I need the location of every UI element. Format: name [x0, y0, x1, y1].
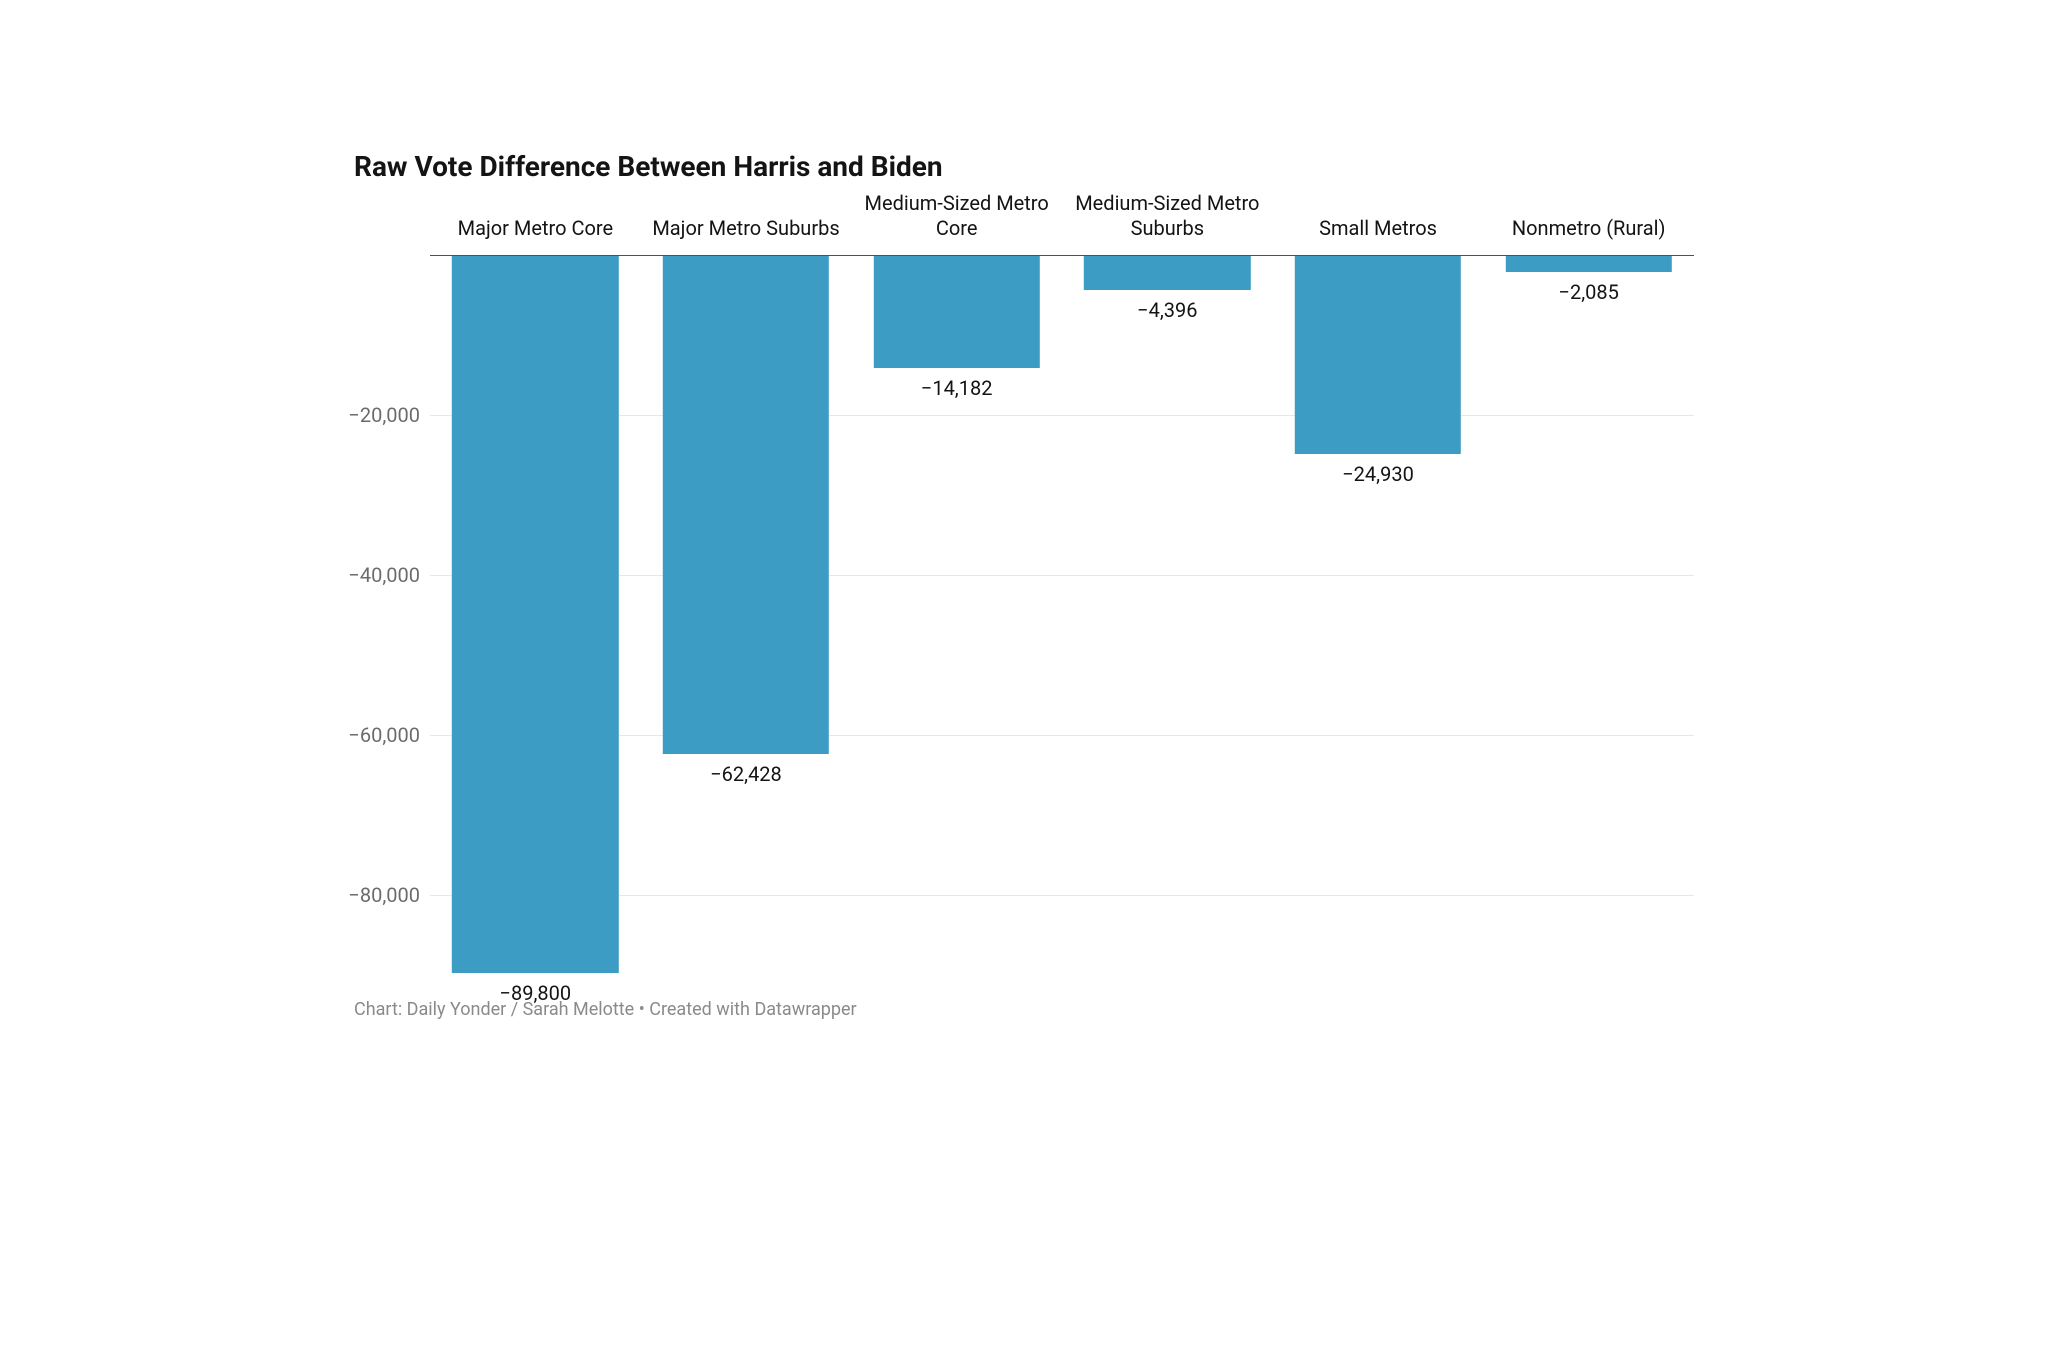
baseline-zero: [430, 255, 1694, 256]
category-label: Medium-Sized Metro Suburbs: [1062, 191, 1273, 255]
category-label: Major Metro Suburbs: [641, 216, 852, 255]
bar-column: Major Metro Core−89,800: [430, 255, 641, 975]
bar: [663, 255, 829, 754]
y-tick-label: −60,000: [348, 723, 420, 747]
value-label: −14,182: [851, 376, 1062, 400]
bar-column: Medium-Sized Metro Suburbs−4,396: [1062, 255, 1273, 975]
chart-container: Raw Vote Difference Between Harris and B…: [354, 150, 1694, 1020]
category-label: Small Metros: [1273, 216, 1484, 255]
bar: [1084, 255, 1250, 290]
bar: [1295, 255, 1461, 454]
bar: [452, 255, 618, 973]
value-label: −24,930: [1273, 462, 1484, 486]
bar-column: Nonmetro (Rural)−2,085: [1483, 255, 1694, 975]
y-tick-label: −80,000: [348, 883, 420, 907]
category-label: Major Metro Core: [430, 216, 641, 255]
bar-column: Major Metro Suburbs−62,428: [641, 255, 852, 975]
bars-group: Major Metro Core−89,800Major Metro Subur…: [430, 255, 1694, 975]
y-tick-label: −40,000: [348, 563, 420, 587]
value-label: −89,800: [430, 981, 641, 1005]
y-tick-label: −20,000: [348, 403, 420, 427]
bar: [873, 255, 1039, 368]
category-label: Medium-Sized Metro Core: [851, 191, 1062, 255]
bar: [1505, 255, 1671, 272]
chart-plot-area: −20,000−40,000−60,000−80,000 Major Metro…: [430, 255, 1694, 975]
chart-title: Raw Vote Difference Between Harris and B…: [354, 150, 1694, 183]
bar-column: Medium-Sized Metro Core−14,182: [851, 255, 1062, 975]
category-label: Nonmetro (Rural): [1483, 216, 1694, 255]
value-label: −62,428: [641, 762, 852, 786]
value-label: −2,085: [1483, 280, 1694, 304]
bar-column: Small Metros−24,930: [1273, 255, 1484, 975]
value-label: −4,396: [1062, 298, 1273, 322]
